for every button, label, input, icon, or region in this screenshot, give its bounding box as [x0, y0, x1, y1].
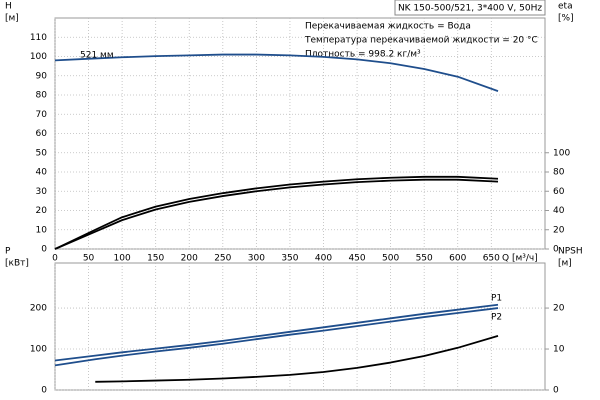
y-tick-label: 0 [41, 245, 47, 255]
y-tick-label: 30 [36, 187, 48, 197]
y2-tick-label: 20 [553, 225, 565, 235]
y2-tick-label: 80 [553, 168, 565, 178]
x-tick-label: 350 [281, 254, 298, 264]
y-tick-label: 90 [36, 71, 48, 81]
y-tick-label: 100 [30, 52, 47, 62]
y2-axis-label: eta [558, 2, 573, 12]
x-tick-label: 100 [114, 254, 131, 264]
x-axis-label: Q [м³/ч] [502, 254, 538, 264]
y-tick-label: 50 [36, 148, 48, 158]
y2-axis-label: [%] [558, 14, 574, 24]
y-axis-label: H [5, 2, 12, 12]
x-tick-label: 150 [147, 254, 164, 264]
y2-tick-label: 0 [553, 245, 559, 255]
header: NK 150-500/521, 3*400 V, 50Hz [398, 4, 542, 14]
y2-tick-label: 20 [553, 304, 565, 314]
series-line [54, 303, 499, 362]
x-tick-label: 200 [181, 254, 198, 264]
y2-axis-label: [м] [558, 259, 572, 269]
y-tick-label: 0 [41, 386, 47, 396]
y2-tick-label: 40 [553, 206, 565, 216]
series-label: P1 [491, 294, 502, 304]
y-tick-label: 200 [30, 304, 47, 314]
plot-frame [54, 262, 546, 391]
y-tick-label: 40 [36, 168, 48, 178]
annotation: Перекачиваемая жидкость = Вода [305, 22, 471, 32]
x-tick-label: 650 [483, 254, 500, 264]
annotation: Плотность = 998.2 кг/м³ [305, 50, 421, 60]
y-axis-label: [м] [5, 14, 19, 24]
x-tick-label: 500 [382, 254, 399, 264]
series-line [54, 307, 499, 367]
y-tick-label: 10 [36, 225, 48, 235]
y2-tick-label: 60 [553, 187, 565, 197]
annotation: Температура перекачиваемой жидкости = 20… [304, 36, 538, 46]
x-tick-label: 400 [315, 254, 332, 264]
y2-tick-label: 0 [553, 386, 559, 396]
y-tick-label: 80 [36, 91, 48, 101]
x-tick-label: 450 [348, 254, 365, 264]
y-tick-label: 70 [36, 110, 48, 120]
x-tick-label: 600 [449, 254, 466, 264]
y2-axis-label: NPSH [558, 247, 583, 257]
series-line [95, 335, 499, 383]
x-tick-label: 300 [248, 254, 265, 264]
y-tick-label: 20 [36, 206, 48, 216]
y-tick-label: 60 [36, 129, 48, 139]
x-tick-label: 550 [416, 254, 433, 264]
y-tick-label: 110 [30, 33, 47, 43]
x-tick-label: 250 [214, 254, 231, 264]
series-line [54, 175, 499, 250]
series-label: P2 [491, 313, 502, 323]
header-box [394, 0, 546, 16]
series-label: 521 мм [80, 51, 114, 61]
series-line [54, 53, 499, 92]
x-tick-label: 0 [52, 254, 58, 264]
y-axis-label: [кВт] [5, 259, 29, 269]
y2-tick-label: 100 [553, 148, 570, 158]
series-line [54, 178, 499, 250]
y2-tick-label: 10 [553, 345, 565, 355]
x-tick-label: 50 [83, 254, 95, 264]
y-tick-label: 100 [30, 345, 47, 355]
y-axis-label: P [5, 247, 11, 257]
